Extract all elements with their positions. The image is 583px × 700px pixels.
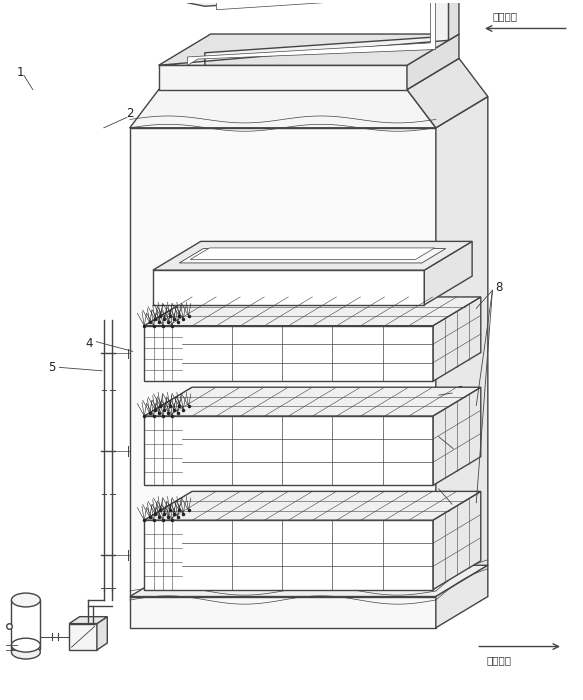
Polygon shape: [188, 0, 436, 65]
Polygon shape: [153, 241, 472, 270]
Polygon shape: [97, 617, 107, 650]
Polygon shape: [153, 270, 424, 305]
Polygon shape: [69, 617, 107, 624]
Polygon shape: [191, 248, 435, 260]
Text: 烟气入口: 烟气入口: [493, 11, 518, 22]
Polygon shape: [159, 65, 407, 90]
Text: 4: 4: [86, 337, 93, 349]
Polygon shape: [159, 0, 448, 65]
Text: 6: 6: [455, 385, 463, 398]
Polygon shape: [180, 248, 446, 263]
Text: 8: 8: [496, 281, 503, 294]
Polygon shape: [433, 387, 481, 485]
Polygon shape: [144, 491, 481, 520]
Polygon shape: [407, 34, 459, 90]
Polygon shape: [433, 491, 481, 589]
Ellipse shape: [12, 638, 40, 652]
Text: 7: 7: [455, 500, 463, 512]
Polygon shape: [424, 241, 472, 305]
Polygon shape: [436, 566, 488, 628]
Polygon shape: [159, 58, 459, 90]
Polygon shape: [144, 297, 481, 326]
Polygon shape: [130, 566, 488, 596]
Polygon shape: [433, 297, 481, 382]
Polygon shape: [407, 58, 488, 128]
Polygon shape: [144, 520, 433, 589]
Polygon shape: [130, 90, 436, 128]
Text: 3: 3: [455, 441, 463, 454]
Ellipse shape: [12, 645, 40, 659]
Polygon shape: [130, 596, 436, 628]
Text: 烟气出口: 烟气出口: [487, 656, 512, 666]
Polygon shape: [69, 624, 97, 650]
Polygon shape: [159, 34, 459, 65]
Polygon shape: [448, 0, 459, 41]
Polygon shape: [436, 97, 488, 596]
Text: 1: 1: [16, 66, 24, 78]
Polygon shape: [144, 326, 433, 382]
Polygon shape: [144, 387, 481, 416]
Text: 5: 5: [48, 361, 55, 374]
Ellipse shape: [12, 593, 40, 607]
Polygon shape: [130, 97, 488, 128]
Polygon shape: [130, 128, 436, 596]
Polygon shape: [144, 416, 433, 485]
Text: 2: 2: [126, 107, 134, 120]
